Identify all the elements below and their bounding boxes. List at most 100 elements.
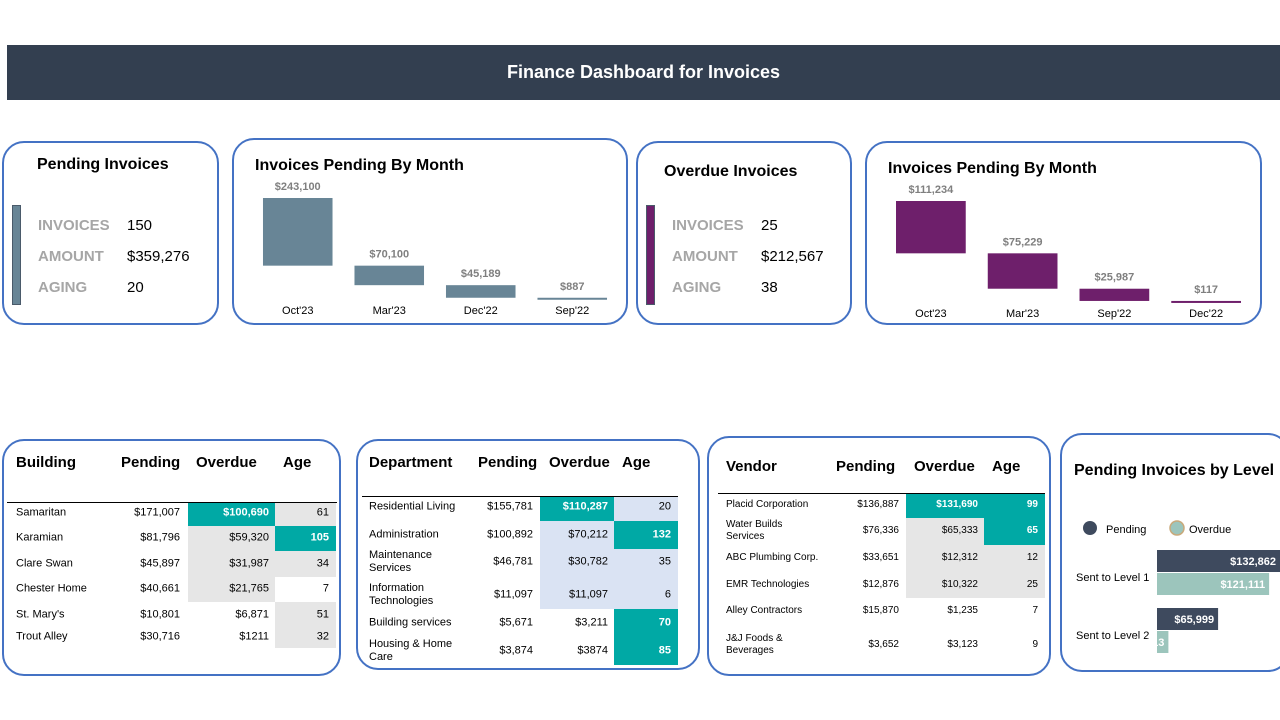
chart-title: Pending Invoices by Level xyxy=(1074,462,1274,479)
table-cell: $131,690 xyxy=(936,499,978,510)
table-cell: 9 xyxy=(1032,639,1038,650)
x-tick-label: Sep'22 xyxy=(1097,308,1131,320)
kpi-value: 38 xyxy=(761,279,778,296)
column-header: Age xyxy=(992,458,1021,475)
data-label: $121,111 xyxy=(1220,579,1265,591)
table-cell: 12 xyxy=(1026,552,1038,563)
table-cell: $45,897 xyxy=(140,557,180,570)
column-header: Overdue xyxy=(549,454,610,471)
table-cell: 132 xyxy=(652,528,671,541)
data-label: $243,100 xyxy=(275,181,321,193)
x-tick-label: Mar'23 xyxy=(373,305,406,317)
cell-fill xyxy=(614,548,678,579)
column-header: Age xyxy=(622,454,651,471)
legend-marker xyxy=(1083,521,1097,535)
table-cell: $12,876 xyxy=(862,579,899,590)
table-cell: $3,874 xyxy=(499,644,533,657)
bar xyxy=(1157,550,1280,572)
kpi-value: $212,567 xyxy=(761,248,824,265)
table-cell: $59,320 xyxy=(229,531,269,544)
chart-card: Invoices Pending By Month $243,100 Oct'23 $… xyxy=(232,138,628,325)
table-cell: 7 xyxy=(322,582,329,595)
x-tick-label: Mar'23 xyxy=(1006,308,1039,320)
kpi-label: AGING xyxy=(38,279,88,296)
table-cell: $6,871 xyxy=(235,608,269,621)
table-cell: $136,887 xyxy=(857,499,899,510)
data-label: $75,229 xyxy=(1003,236,1043,248)
cell-fill xyxy=(275,503,336,526)
cell-fill xyxy=(188,525,275,551)
cell-fill xyxy=(275,551,336,577)
card-title: Pending Invoices xyxy=(37,156,169,173)
table-card: Vendor Pending Overdue Age Placid Corporatio… xyxy=(707,436,1051,676)
table-cell: 99 xyxy=(1026,499,1038,510)
table-cell: $100,892 xyxy=(487,528,533,541)
cell-fill xyxy=(540,548,614,579)
table-cell: $3874 xyxy=(577,644,608,657)
header-rule xyxy=(362,496,678,497)
legend-label: Pending xyxy=(1106,524,1146,536)
table-cell: $10,322 xyxy=(941,579,978,590)
legend-marker xyxy=(1169,520,1185,536)
bar xyxy=(1157,631,1169,653)
cell-fill xyxy=(906,518,984,545)
bar xyxy=(987,253,1058,289)
table-cell: $1211 xyxy=(239,630,269,643)
table-cell: 85 xyxy=(658,644,671,657)
table-cell: Information Technologies xyxy=(369,581,434,607)
kpi-card: Pending Invoices INVOICES 150 AMOUNT $359,27… xyxy=(2,141,219,325)
header-rule xyxy=(7,502,337,503)
x-tick-label: Dec'22 xyxy=(1189,308,1223,320)
y-tick-label: Sent to Level 1 xyxy=(1076,572,1149,584)
table-card: Department Pending Overdue Age Residential L… xyxy=(356,439,700,670)
table-cell: $171,007 xyxy=(134,506,180,519)
cell-fill xyxy=(188,551,275,577)
header-rule xyxy=(718,493,1045,494)
column-header: Overdue xyxy=(914,458,975,475)
table-cell: $21,765 xyxy=(229,582,269,595)
column-header: Pending xyxy=(836,458,896,475)
data-label: $70,100 xyxy=(369,249,409,261)
bar xyxy=(354,265,425,286)
column-header: Overdue xyxy=(196,454,257,471)
cell-fill xyxy=(984,571,1045,598)
bar xyxy=(537,297,608,300)
table-card: Building Pending Overdue Age Samaritan $171,0… xyxy=(2,439,341,676)
card-title: Overdue Invoices xyxy=(664,163,798,180)
column-header: Building xyxy=(16,454,76,471)
table-cell: $70,212 xyxy=(568,528,608,541)
cell-fill xyxy=(275,602,336,626)
table-cell: Building services xyxy=(369,616,452,629)
table-cell: Residential Living xyxy=(369,500,456,513)
column-header: Pending xyxy=(121,454,181,471)
table-cell: 61 xyxy=(316,506,329,519)
table-cell: $10,801 xyxy=(140,608,180,621)
cell-fill xyxy=(614,609,678,637)
kpi-value: $359,276 xyxy=(127,248,190,265)
table-cell: 35 xyxy=(658,555,671,568)
cell-fill xyxy=(614,637,678,665)
cell-fill xyxy=(614,497,678,521)
column-header: Vendor xyxy=(726,458,777,475)
x-tick-label: Oct'23 xyxy=(282,305,313,317)
table-cell: $3,652 xyxy=(868,639,899,650)
cell-fill xyxy=(540,578,614,609)
cell-fill xyxy=(614,521,678,549)
cell-fill xyxy=(984,544,1045,572)
table-cell: $46,781 xyxy=(493,555,533,568)
table-cell: J&J Foods & Beverages xyxy=(726,633,783,656)
table-cell: 25 xyxy=(1026,579,1038,590)
data-label: $132,862 xyxy=(1230,556,1276,568)
header-bar xyxy=(7,45,1280,100)
table-cell: Alley Contractors xyxy=(726,605,803,616)
chart-title: Invoices Pending By Month xyxy=(888,160,1097,177)
cell-fill xyxy=(188,503,275,526)
legend-label: Overdue xyxy=(1189,524,1231,536)
kpi-label: INVOICES xyxy=(38,217,110,234)
accent-bar xyxy=(12,205,21,305)
table-cell: St. Mary's xyxy=(16,608,65,621)
table-cell: $15,870 xyxy=(862,605,899,616)
table-cell: $33,651 xyxy=(862,552,899,563)
table-cell: $12,312 xyxy=(941,552,978,563)
table-cell: 6 xyxy=(664,588,671,601)
